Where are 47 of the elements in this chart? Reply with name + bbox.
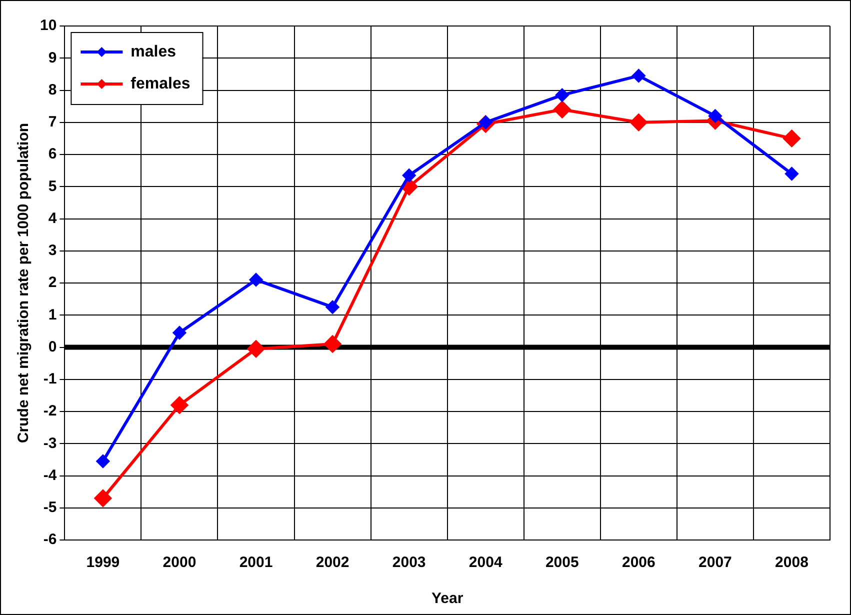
y-tick-label: 10 xyxy=(40,17,57,34)
point xyxy=(785,167,798,180)
x-tick-label: 2000 xyxy=(162,554,196,572)
point xyxy=(250,273,263,286)
legend-label: females xyxy=(130,75,190,92)
x-tick-label: 2001 xyxy=(239,554,273,572)
point xyxy=(248,340,265,358)
y-axis-title: Crude net migration rate per 1000 population xyxy=(15,122,32,444)
y-tick-label: -2 xyxy=(43,402,57,420)
y-tick-label: 5 xyxy=(48,178,57,195)
x-tick-label: 2004 xyxy=(468,554,503,572)
y-tick-label: -6 xyxy=(43,531,57,548)
x-tick-label: 1999 xyxy=(86,554,120,572)
point xyxy=(708,109,722,122)
point xyxy=(170,396,188,414)
legend-label: males xyxy=(130,43,176,60)
y-tick-label: -3 xyxy=(43,434,57,452)
y-tick-label: -1 xyxy=(43,370,57,388)
point xyxy=(326,300,340,314)
x-tick-label: 2002 xyxy=(316,554,350,572)
y-tick-label: 6 xyxy=(48,146,57,163)
y-tick-label: 2 xyxy=(48,274,57,292)
x-tick-label: 2007 xyxy=(698,554,732,572)
point xyxy=(324,336,342,353)
x-tick-label: 2006 xyxy=(622,554,656,572)
y-tick-label: 0 xyxy=(48,338,57,356)
y-tick-label: -5 xyxy=(43,499,57,516)
y-tick-label: 1 xyxy=(48,306,57,324)
point xyxy=(630,114,648,131)
y-tick-label: 4 xyxy=(48,210,58,227)
point xyxy=(556,88,569,102)
x-tick-label: 2005 xyxy=(545,554,579,572)
y-tick-label: 3 xyxy=(48,242,57,260)
x-tick-label: 2008 xyxy=(775,554,808,572)
x-axis-title: Year xyxy=(431,590,464,608)
point xyxy=(632,69,646,82)
y-tick-label: 7 xyxy=(48,114,57,131)
point xyxy=(94,490,112,507)
y-tick-label: -4 xyxy=(43,466,58,484)
point xyxy=(96,454,110,468)
y-tick-label: 8 xyxy=(48,81,57,98)
point xyxy=(402,168,416,182)
y-tick-label: 9 xyxy=(48,49,57,66)
point xyxy=(172,326,186,340)
point xyxy=(554,101,571,118)
x-tick-label: 2003 xyxy=(392,554,426,572)
point xyxy=(783,130,800,147)
